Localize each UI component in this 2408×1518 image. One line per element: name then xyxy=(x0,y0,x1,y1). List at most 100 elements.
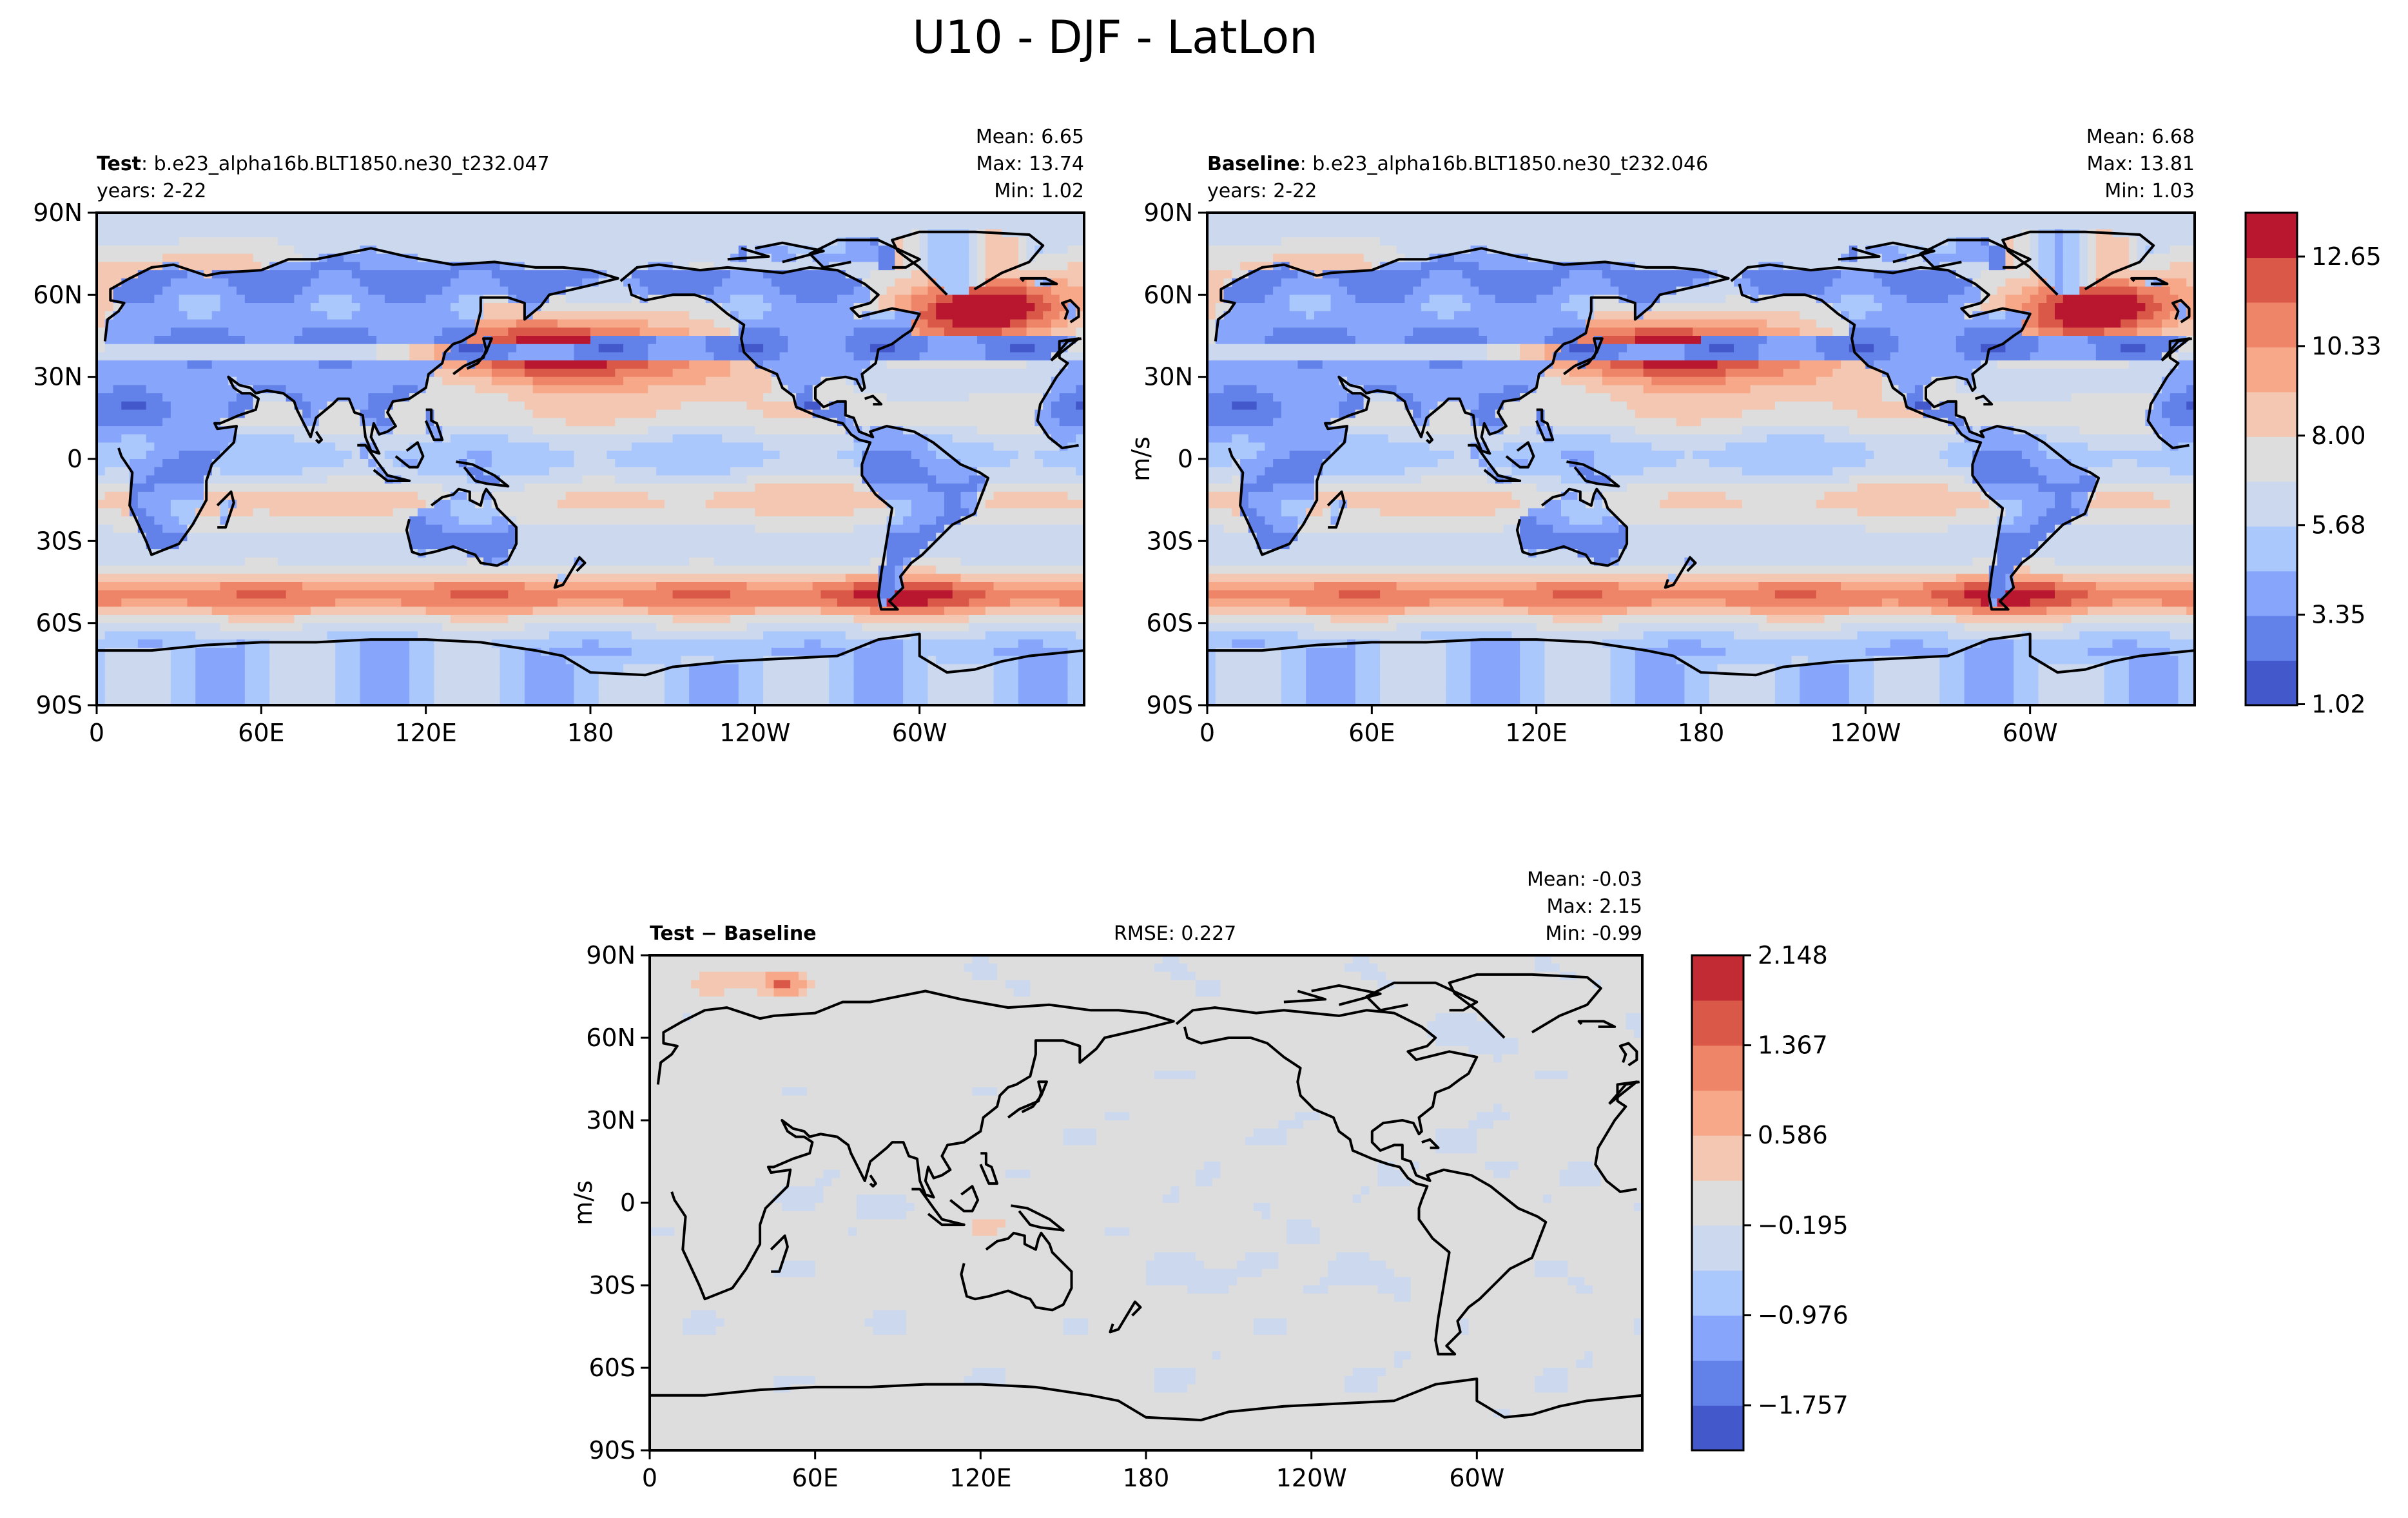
test-coastlines xyxy=(97,230,1084,705)
y-tick-label: 60S xyxy=(1147,609,1193,637)
x-tick-label: 60W xyxy=(892,719,947,747)
difference-field xyxy=(650,955,1642,1450)
colorbar-swatch xyxy=(1692,1090,1743,1136)
colorbar-tick-label: 1.02 xyxy=(2311,690,2366,718)
y-tick-label: 60N xyxy=(1143,280,1193,309)
y-tick-label: 30S xyxy=(1147,527,1193,555)
test-label: Test: b.e23_alpha16b.BLT1850.ne30_t232.0… xyxy=(97,153,550,175)
x-tick-label: 60E xyxy=(238,719,284,747)
y-tick-label: 90N xyxy=(586,941,636,969)
colorbar-tick-label: 0.586 xyxy=(1758,1121,1828,1149)
colorbar-swatch xyxy=(2246,213,2297,258)
y-tick-label: 90N xyxy=(33,199,83,227)
baseline-xticks: 0 60E 120E 180 120W 60W xyxy=(1199,705,2058,747)
test-stat: Max: 13.74 xyxy=(976,153,1084,175)
colorbar-frame xyxy=(2244,211,2298,706)
colorbar-tick-label: 8.00 xyxy=(2311,422,2366,450)
colorbar-tick-label: 10.33 xyxy=(2311,332,2382,360)
colorbar-tick-label: −0.976 xyxy=(1758,1301,1849,1329)
baseline-label: Baseline: b.e23_alpha16b.BLT1850.ne30_t2… xyxy=(1207,153,1708,175)
rmse-text: RMSE: 0.227 xyxy=(1114,922,1236,945)
difference-stat: Max: 2.15 xyxy=(1547,895,1642,918)
colorbar-swatch xyxy=(1692,1045,1743,1091)
y-tick-label: 90S xyxy=(1147,691,1193,719)
x-tick-label: 60E xyxy=(1348,719,1395,747)
panel-difference: 0 60E 120E 180 120W 60W 90N 60N 30N 0 30S 60S 90S Tes… xyxy=(569,868,1849,1492)
y-tick-label: 30S xyxy=(589,1271,636,1299)
y-tick-label: 60S xyxy=(36,609,83,637)
difference-stat: Min: -0.99 xyxy=(1546,922,1643,945)
difference-label: Test − Baseline xyxy=(650,922,817,945)
test-years: years: 2-22 xyxy=(97,180,206,202)
x-tick-label: 60E xyxy=(791,1464,838,1492)
y-tick-label: 30N xyxy=(1143,363,1193,391)
baseline-stat: Max: 13.81 xyxy=(2086,153,2195,175)
x-tick-label: 0 xyxy=(89,719,104,747)
test-header: Test: b.e23_alpha16b.BLT1850.ne30_t232.0… xyxy=(97,126,1084,202)
colorbar-tick-label: −0.195 xyxy=(1758,1211,1849,1240)
test-stat: Min: 1.02 xyxy=(994,180,1084,202)
colorbar-swatch xyxy=(1692,1270,1743,1316)
colorbar-label: m/s xyxy=(1127,436,1155,482)
test-yticks: 90N 60N 30N 0 30S 60S 90S xyxy=(33,199,97,719)
x-tick-label: 120W xyxy=(1830,719,1901,747)
baseline-yticks: 90N 60N 30N 0 30S 60S 90S xyxy=(1143,199,1207,719)
baseline-coastlines xyxy=(1207,230,2195,705)
panel-test: 0 60E 120E 180 120W 60W 90N 60N 30N 0 30S 60S 90S Tes… xyxy=(33,126,1085,747)
baseline-stat: Min: 1.03 xyxy=(2104,180,2195,202)
colorbar-swatch xyxy=(2246,257,2297,303)
x-tick-label: 180 xyxy=(1678,719,1725,747)
x-tick-label: 180 xyxy=(1123,1464,1170,1492)
colorbar-swatch xyxy=(2246,302,2297,347)
baseline-years: years: 2-22 xyxy=(1207,180,1317,202)
x-tick-label: 120E xyxy=(1505,719,1568,747)
colorbar-label: m/s xyxy=(569,1180,597,1225)
x-tick-label: 120W xyxy=(719,719,790,747)
difference-colorbar: 2.148 1.367 0.586 −0.195 −0.976 −1.757 xyxy=(1691,941,1849,1452)
colorbar-swatch xyxy=(1692,1225,1743,1271)
colorbar-swatch xyxy=(1692,955,1743,1001)
colorbar-swatch xyxy=(1692,1315,1743,1361)
colorbar-swatch xyxy=(2246,436,2297,482)
y-tick-label: 90S xyxy=(589,1436,636,1464)
y-tick-label: 0 xyxy=(620,1189,636,1217)
colorbar-swatch xyxy=(1692,1405,1743,1451)
colorbar-swatch xyxy=(1692,1135,1743,1181)
colorbar-tick-label: −1.757 xyxy=(1758,1391,1849,1419)
baseline-field xyxy=(1207,213,2195,705)
difference-yticks: 90N 60N 30N 0 30S 60S 90S xyxy=(586,941,650,1464)
y-tick-label: 30N xyxy=(586,1106,636,1134)
colorbar-swatch xyxy=(2246,660,2297,706)
y-tick-label: 30N xyxy=(33,363,83,391)
colorbar-swatch xyxy=(2246,570,2297,616)
colorbar-tick-label: 1.367 xyxy=(1758,1031,1828,1060)
y-tick-label: 60N xyxy=(33,280,83,309)
test-stat: Mean: 6.65 xyxy=(976,126,1084,148)
x-tick-label: 60W xyxy=(1449,1464,1504,1492)
colorbar-swatch xyxy=(2246,616,2297,661)
figure-title: U10 - DJF - LatLon xyxy=(913,11,1318,64)
colorbar-swatch xyxy=(2246,526,2297,572)
y-tick-label: 60N xyxy=(586,1024,636,1052)
y-tick-label: 30S xyxy=(36,527,83,555)
colorbar-swatch xyxy=(2246,347,2297,393)
y-tick-label: 60S xyxy=(589,1354,636,1382)
x-tick-label: 120E xyxy=(394,719,457,747)
colorbar-frame xyxy=(1691,954,1745,1452)
colorbar-tick-label: 12.65 xyxy=(2311,242,2382,271)
x-tick-label: 120E xyxy=(949,1464,1012,1492)
difference-header: Test − Baseline RMSE: 0.227 Mean: -0.03 Max… xyxy=(650,868,1642,945)
colorbar-tick-label: 3.35 xyxy=(2311,601,2366,629)
x-tick-label: 60W xyxy=(2003,719,2058,747)
baseline-header: Baseline: b.e23_alpha16b.BLT1850.ne30_t2… xyxy=(1207,126,2195,202)
colorbar-swatch xyxy=(2246,391,2297,437)
y-tick-label: 90S xyxy=(36,691,83,719)
difference-coastlines xyxy=(650,973,1642,1450)
baseline-colorbar: 12.65 10.33 8.00 5.68 3.35 1.02 xyxy=(2244,211,2382,718)
x-tick-label: 120W xyxy=(1276,1464,1347,1492)
colorbar-swatch xyxy=(2246,481,2297,527)
colorbar-tick-label: 2.148 xyxy=(1758,941,1828,969)
baseline-stat: Mean: 6.68 xyxy=(2086,126,2195,148)
colorbar-swatch xyxy=(1692,1360,1743,1406)
